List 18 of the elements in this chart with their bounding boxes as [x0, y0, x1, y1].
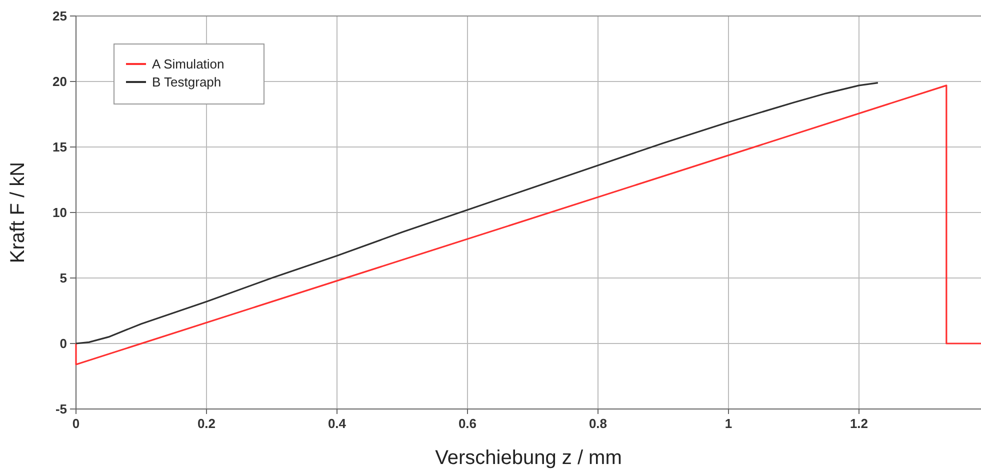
y-tick-label: 5	[60, 270, 67, 286]
x-tick-label: 0	[72, 416, 80, 431]
legend-label: A Simulation	[152, 56, 224, 72]
x-tick-label: 0.4	[328, 416, 347, 431]
legend-label: B Testgraph	[152, 74, 222, 90]
x-tick-label: 0.2	[197, 416, 216, 431]
y-tick-label: 15	[52, 140, 67, 155]
x-axis-title: Verschiebung z / mm	[435, 447, 622, 469]
y-axis-title: Kraft F / kN	[7, 162, 29, 264]
x-tick-label: 1	[724, 416, 732, 431]
x-tick-label: 0.6	[458, 416, 477, 431]
y-tick-label: 0	[60, 336, 67, 352]
y-tick-label: 25	[52, 8, 67, 24]
y-tick-label: 20	[52, 74, 67, 90]
y-tick-label: 10	[52, 205, 67, 220]
x-tick-label: 1.2	[850, 416, 868, 431]
x-tick-label: 0.8	[588, 416, 608, 431]
y-tick-label: -5	[55, 402, 67, 417]
